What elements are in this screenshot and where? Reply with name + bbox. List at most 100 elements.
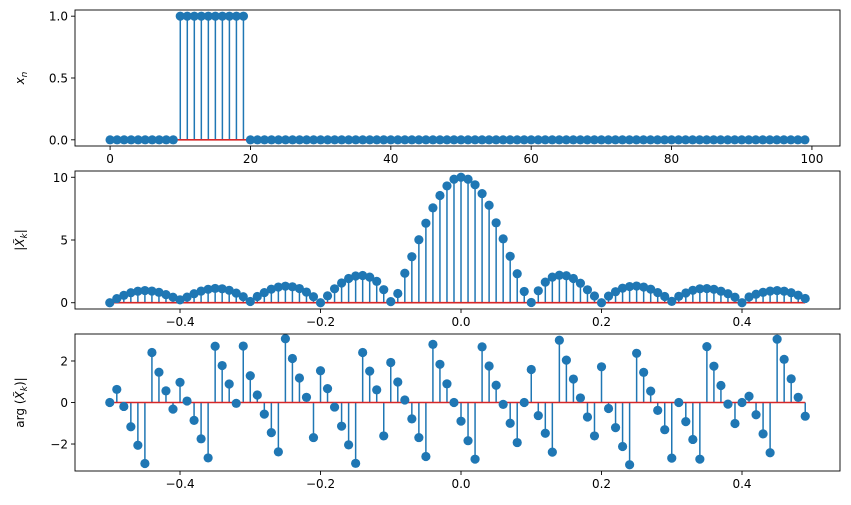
stem-marker (259, 409, 269, 419)
stem-marker (238, 292, 248, 302)
stem-marker (140, 135, 150, 145)
stem-marker (105, 397, 115, 408)
stem-marker (491, 135, 501, 145)
stem-marker (610, 287, 621, 297)
x-tick-label: 0.0 (451, 477, 470, 491)
stem-marker (547, 447, 557, 457)
stem-marker (133, 440, 143, 450)
stem-marker (336, 421, 347, 431)
x-tick-label: −0.2 (306, 477, 335, 491)
stem-marker (217, 11, 227, 21)
stem-marker (533, 410, 543, 421)
stem-marker (407, 135, 417, 145)
stem-marker (638, 135, 649, 145)
stem-marker (126, 422, 136, 432)
stem-marker (751, 410, 761, 420)
stem-marker (280, 135, 291, 145)
stem-marker (512, 135, 522, 145)
x-tick-label: 0 (106, 152, 114, 166)
stem-marker (161, 135, 171, 145)
stem-marker (653, 287, 663, 298)
stem-marker (646, 386, 656, 396)
stem-marker (709, 284, 719, 294)
stem-marker (793, 135, 803, 145)
y-axis-label: |X̃k| (13, 229, 30, 251)
stem-marker (554, 270, 564, 280)
stem-marker (786, 288, 796, 298)
stem-marker (238, 341, 248, 351)
stem-marker (344, 440, 354, 450)
stem-marker (589, 431, 600, 441)
stem-marker (470, 180, 480, 190)
stem-marker (561, 355, 571, 365)
stem-marker (245, 296, 255, 307)
stem-marker (175, 11, 185, 21)
stem-marker (217, 284, 227, 294)
stem-marker (688, 135, 698, 145)
stem-marker (322, 383, 333, 394)
x-tick-label: 40 (383, 152, 398, 166)
x-tick-label: 20 (243, 152, 258, 166)
y-tick-label: 10 (53, 171, 68, 185)
stem-marker (287, 135, 298, 145)
stem-marker (723, 135, 733, 145)
stem-marker (154, 367, 164, 377)
stem-marker (477, 188, 487, 199)
stem-marker (337, 135, 347, 145)
stem-marker (119, 135, 129, 145)
stem-marker (217, 360, 227, 371)
stem-marker (252, 291, 262, 302)
stem-marker (119, 290, 129, 300)
stem-marker (540, 135, 550, 145)
stem-marker (442, 181, 452, 191)
stem-marker (442, 135, 452, 145)
stem-marker (730, 135, 740, 145)
stem-marker (428, 339, 438, 349)
stem-marker (660, 291, 670, 302)
x-tick-label: 0.4 (732, 477, 751, 491)
stem-marker (617, 441, 628, 452)
stem-marker (681, 288, 691, 298)
stem-marker (772, 135, 782, 145)
stem-marker (294, 373, 305, 383)
stem-marker (737, 298, 747, 308)
stem-marker (287, 282, 298, 292)
stem-marker (407, 414, 417, 424)
stem-marker (168, 292, 178, 302)
stem-marker (793, 290, 803, 300)
stem-marker (280, 281, 290, 291)
stem-marker (203, 284, 213, 294)
stem-marker (744, 292, 754, 302)
stem-marker (147, 135, 157, 145)
stem-marker (154, 287, 164, 297)
stem-marker (252, 390, 262, 400)
stem-marker (309, 135, 319, 145)
stem-marker (351, 135, 361, 145)
stem-marker (414, 135, 424, 145)
stem-marker (358, 270, 368, 281)
stem-marker (730, 292, 740, 302)
stem-marker (344, 273, 354, 284)
stem-marker (716, 380, 726, 391)
stem-marker (210, 341, 220, 351)
stem-marker (582, 285, 593, 295)
y-tick-label: 1.0 (49, 10, 68, 24)
stem-marker (737, 135, 747, 145)
stem-marker (330, 135, 340, 145)
stem-marker (393, 135, 403, 145)
stem-marker (800, 135, 810, 145)
stem-marker (575, 135, 585, 145)
stem-marker (196, 434, 206, 444)
stem-marker (596, 135, 606, 145)
stem-marker (302, 135, 312, 145)
stem-marker (547, 135, 557, 145)
stem-marker (301, 287, 312, 297)
stem-marker (175, 295, 185, 305)
stem-marker (730, 418, 740, 429)
x-tick-label: 0.0 (451, 315, 470, 329)
stem-marker (702, 342, 712, 352)
stem-marker (287, 353, 298, 364)
stem-marker (519, 397, 529, 408)
subplot-mag: −0.4 −0.2 0.0 0.2 0.4 0 5 10 |X̃k| (13, 170, 841, 329)
stem-marker (470, 454, 480, 464)
